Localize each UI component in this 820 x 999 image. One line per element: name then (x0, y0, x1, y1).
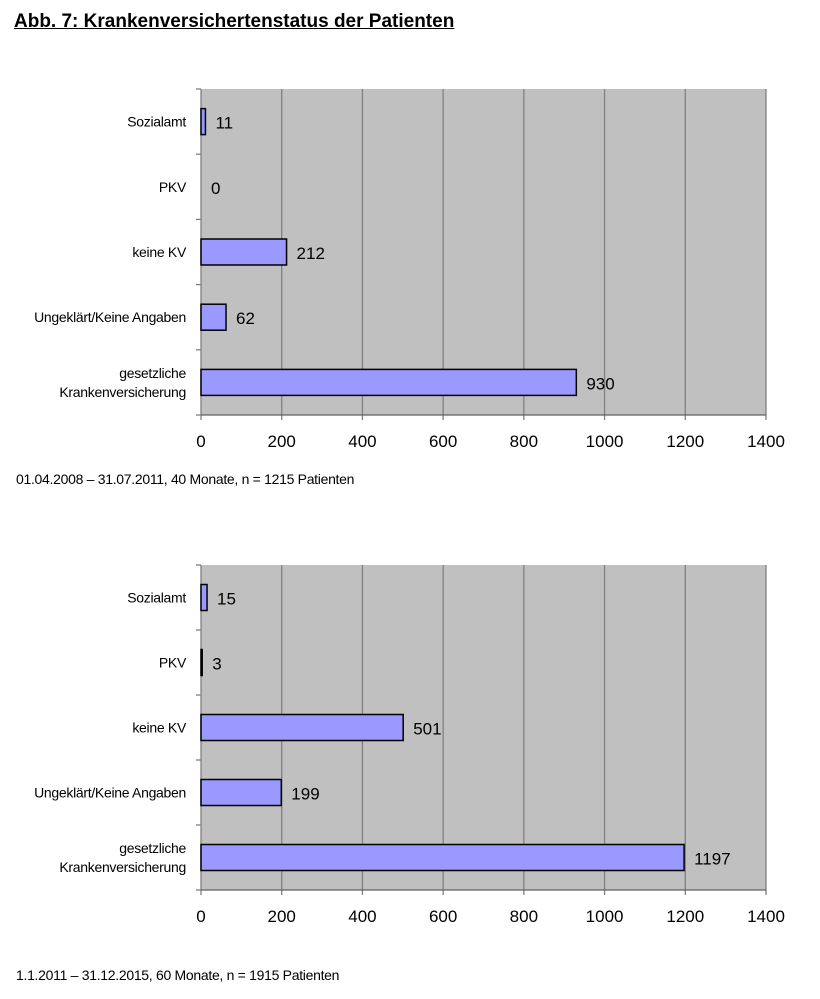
category-label: keine KV (132, 720, 187, 736)
x-tick-label: 400 (348, 907, 376, 926)
data-label: 212 (297, 244, 325, 263)
bar (200, 843, 685, 872)
x-tick-label: 800 (510, 432, 538, 451)
category-label: gesetzliche (119, 365, 186, 381)
data-label: 62 (236, 309, 255, 328)
category-label: Sozialamt (127, 114, 186, 130)
bar (200, 238, 288, 266)
x-tick-label: 200 (268, 432, 296, 451)
data-label: 0 (211, 179, 220, 198)
data-label: 1197 (694, 850, 731, 869)
x-tick-label: 1400 (747, 432, 785, 451)
x-tick-label: 1000 (586, 907, 624, 926)
category-label: Ungeklärt/Keine Angaben (34, 309, 186, 325)
bar (200, 648, 203, 677)
category-label: gesetzliche (119, 840, 186, 856)
data-label: 930 (586, 374, 614, 393)
x-tick-label: 1000 (586, 432, 624, 451)
bar (200, 713, 404, 742)
bar (200, 303, 227, 331)
x-tick-label: 800 (510, 907, 538, 926)
x-tick-label: 0 (196, 907, 205, 926)
category-label: Ungeklärt/Keine Angaben (34, 785, 186, 801)
category-label: Krankenversicherung (59, 384, 186, 400)
x-tick-label: 600 (429, 432, 457, 451)
x-tick-label: 1200 (666, 907, 704, 926)
category-label: Sozialamt (127, 590, 186, 606)
plot-area (201, 89, 766, 415)
category-label: PKV (159, 179, 187, 195)
bar (200, 778, 283, 807)
data-label: 3 (212, 655, 221, 674)
x-tick-label: 1200 (666, 432, 704, 451)
caption-chart-1: 01.04.2008 – 31.07.2011, 40 Monate, n = … (16, 471, 355, 487)
data-label: 15 (217, 590, 236, 609)
x-tick-label: 0 (196, 432, 205, 451)
bar (200, 368, 578, 397)
data-label: 199 (291, 785, 319, 804)
x-tick-label: 200 (268, 907, 296, 926)
data-label: 501 (413, 720, 441, 739)
category-label: PKV (159, 655, 187, 671)
category-label: Krankenversicherung (59, 859, 186, 875)
x-tick-label: 600 (429, 907, 457, 926)
bar (200, 107, 207, 136)
x-tick-label: 400 (348, 432, 376, 451)
bar (200, 583, 208, 612)
x-tick-label: 1400 (747, 907, 785, 926)
caption-chart-2: 1.1.2011 – 31.12.2015, 60 Monate, n = 19… (16, 967, 340, 983)
data-label: 11 (215, 114, 233, 133)
figure-title: Abb. 7: Krankenversichertenstatus der Pa… (14, 11, 455, 32)
category-label: keine KV (132, 244, 187, 260)
